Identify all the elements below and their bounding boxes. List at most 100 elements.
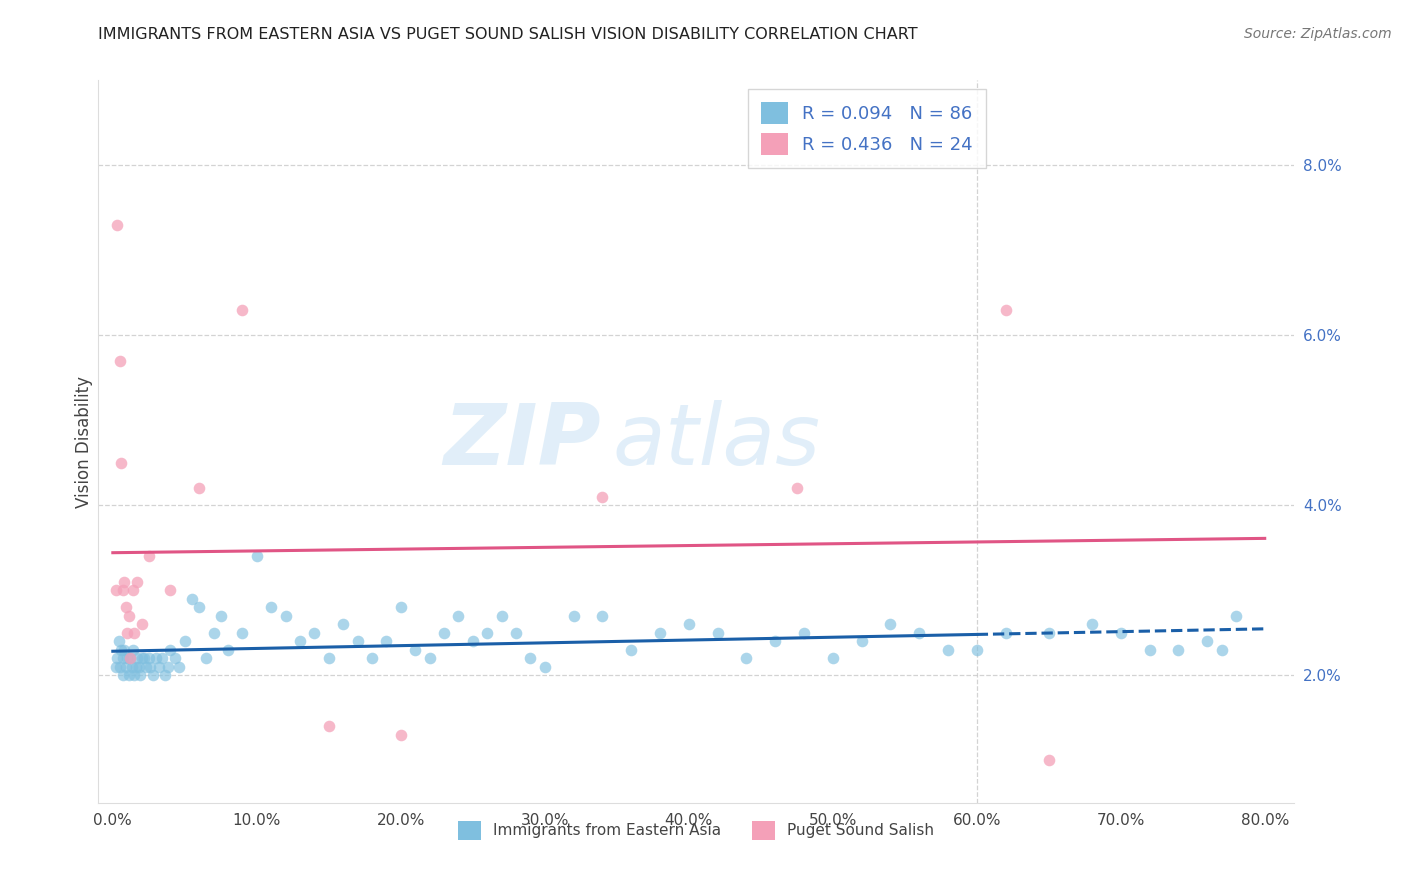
Legend: Immigrants from Eastern Asia, Puget Sound Salish: Immigrants from Eastern Asia, Puget Soun… — [451, 815, 941, 846]
Text: IMMIGRANTS FROM EASTERN ASIA VS PUGET SOUND SALISH VISION DISABILITY CORRELATION: IMMIGRANTS FROM EASTERN ASIA VS PUGET SO… — [98, 27, 918, 42]
Point — [821, 651, 844, 665]
Point — [173, 634, 195, 648]
Point — [150, 651, 173, 665]
Point — [447, 608, 470, 623]
Point — [131, 617, 153, 632]
Point — [209, 608, 232, 623]
Point — [1109, 625, 1132, 640]
Point — [124, 625, 146, 640]
Point — [361, 651, 384, 665]
Point — [1167, 642, 1189, 657]
Point — [104, 660, 127, 674]
Point — [124, 668, 146, 682]
Point — [389, 728, 412, 742]
Point — [120, 651, 142, 665]
Point — [1038, 753, 1060, 767]
Y-axis label: Vision Disability: Vision Disability — [75, 376, 93, 508]
Point — [851, 634, 873, 648]
Point — [591, 608, 613, 623]
Point — [167, 660, 190, 674]
Point — [562, 608, 585, 623]
Point — [131, 651, 153, 665]
Point — [127, 574, 149, 589]
Text: ZIP: ZIP — [443, 400, 600, 483]
Point — [1197, 634, 1219, 648]
Point — [139, 660, 162, 674]
Point — [461, 634, 484, 648]
Point — [159, 583, 181, 598]
Point — [346, 634, 368, 648]
Point — [477, 625, 499, 640]
Point — [122, 642, 145, 657]
Point — [188, 481, 211, 495]
Point — [112, 574, 135, 589]
Point — [110, 456, 132, 470]
Point — [1211, 642, 1233, 657]
Point — [994, 625, 1017, 640]
Point — [195, 651, 218, 665]
Point — [879, 617, 901, 632]
Point — [966, 642, 988, 657]
Point — [404, 642, 426, 657]
Text: atlas: atlas — [613, 400, 820, 483]
Point — [148, 660, 170, 674]
Point — [433, 625, 456, 640]
Point — [111, 583, 134, 598]
Point — [115, 651, 138, 665]
Point — [125, 660, 148, 674]
Point — [491, 608, 513, 623]
Point — [375, 634, 398, 648]
Point — [108, 660, 131, 674]
Point — [105, 651, 128, 665]
Point — [112, 642, 135, 657]
Point — [994, 302, 1017, 317]
Point — [107, 634, 129, 648]
Point — [114, 600, 136, 615]
Point — [318, 651, 340, 665]
Point — [246, 549, 269, 564]
Point — [111, 651, 134, 665]
Point — [108, 353, 131, 368]
Point — [936, 642, 959, 657]
Point — [111, 668, 134, 682]
Point — [763, 634, 786, 648]
Point — [138, 549, 160, 564]
Point — [1081, 617, 1104, 632]
Point — [231, 625, 253, 640]
Point — [128, 660, 150, 674]
Point — [104, 583, 127, 598]
Point — [505, 625, 527, 640]
Point — [288, 634, 311, 648]
Point — [678, 617, 700, 632]
Point — [519, 651, 541, 665]
Point — [332, 617, 354, 632]
Point — [121, 660, 143, 674]
Point — [735, 651, 758, 665]
Point — [304, 625, 326, 640]
Point — [114, 660, 136, 674]
Point — [127, 651, 149, 665]
Point — [620, 642, 643, 657]
Point — [1038, 625, 1060, 640]
Point — [318, 719, 340, 733]
Point — [274, 608, 297, 623]
Point — [134, 651, 156, 665]
Point — [202, 625, 225, 640]
Point — [159, 642, 181, 657]
Point — [105, 218, 128, 232]
Point — [135, 660, 157, 674]
Point — [181, 591, 204, 606]
Point — [156, 660, 179, 674]
Point — [122, 583, 145, 598]
Point — [1139, 642, 1161, 657]
Point — [145, 651, 167, 665]
Point — [419, 651, 441, 665]
Point — [115, 625, 138, 640]
Point — [138, 651, 160, 665]
Point — [231, 302, 253, 317]
Point — [1225, 608, 1247, 623]
Point — [153, 668, 176, 682]
Point — [188, 600, 211, 615]
Point — [217, 642, 239, 657]
Point — [648, 625, 671, 640]
